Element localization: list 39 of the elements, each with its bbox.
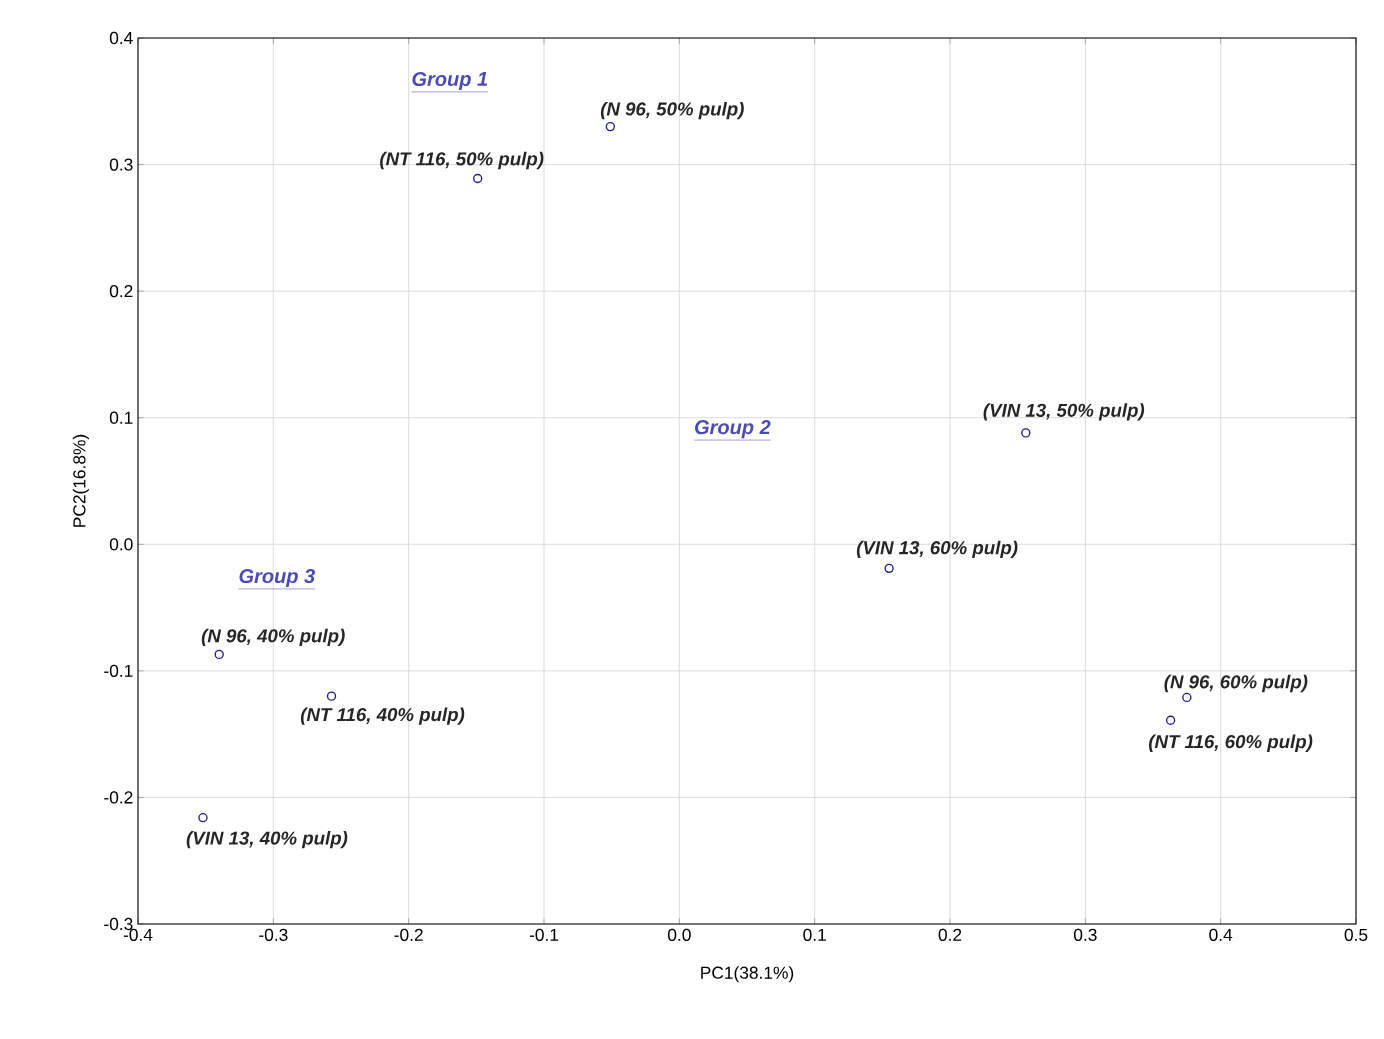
annotation: Group 2 — [695, 420, 771, 439]
annotation: (N 96, 60% pulp) — [1164, 674, 1308, 693]
x-tick-label: 0.4 — [1209, 928, 1233, 941]
y-tick-label: 0.2 — [109, 285, 133, 298]
x-tick-label: 0.2 — [938, 928, 962, 941]
point — [605, 121, 615, 132]
x-tick-label: -0.2 — [394, 928, 423, 941]
annotation: Group 3 — [239, 568, 315, 588]
point — [1165, 715, 1176, 725]
point — [326, 691, 337, 701]
annotation: (NT 116, 50% pulp) — [380, 151, 544, 170]
x-tick-label: 0.3 — [1073, 928, 1097, 941]
annotation: (VIN 13, 60% pulp) — [856, 540, 1018, 559]
y-tick-label: -0.1 — [104, 664, 133, 677]
y-tick-label: 0.4 — [109, 31, 133, 45]
annotation: Group 1 — [412, 71, 488, 91]
annotation: (N 96, 50% pulp) — [600, 101, 744, 120]
x-tick-label: -0.3 — [259, 928, 288, 941]
point — [214, 649, 224, 660]
x-tick-label: 0.5 — [1344, 928, 1368, 941]
annotation: (NT 116, 40% pulp) — [300, 707, 465, 725]
x-axis-title: PC1(38.1%) — [701, 966, 794, 983]
point — [473, 173, 483, 184]
y-tick-label: 0.1 — [109, 411, 133, 424]
point — [1182, 692, 1192, 703]
x-tick-label: -0.1 — [529, 928, 559, 941]
x-tick-label: 0.0 — [667, 928, 691, 941]
point — [1021, 428, 1031, 438]
annotation: (VIN 13, 40% pulp) — [186, 830, 348, 849]
y-axis-title: PC2(16.8%) — [72, 434, 89, 527]
y-tick-label: 0.3 — [109, 158, 133, 171]
point — [198, 813, 208, 823]
annotation: (NT 116, 60% pulp) — [1148, 734, 1313, 752]
annotation: (VIN 13, 50% pulp) — [983, 403, 1145, 421]
y-tick-label: 0.0 — [109, 538, 133, 551]
y-tick-label: -0.2 — [104, 791, 133, 804]
x-tick-label: 0.1 — [803, 928, 826, 941]
point — [884, 563, 894, 573]
annotation: (N 96, 40% pulp) — [201, 628, 345, 647]
